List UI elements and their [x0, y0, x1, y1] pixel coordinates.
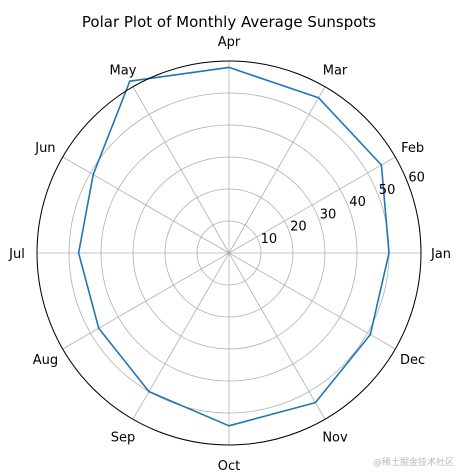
watermark: @稀土掘金技术社区	[372, 458, 454, 468]
angle-label-nov: Nov	[322, 431, 348, 446]
series-line-0	[77, 66, 390, 427]
angle-label-aug: Aug	[33, 353, 58, 368]
angle-label-oct: Oct	[218, 459, 240, 472]
polar-frame	[36, 60, 422, 446]
radial-tick-30: 30	[320, 207, 337, 222]
angular-gridline-mar	[228, 86, 326, 254]
radial-tick-20: 20	[290, 220, 307, 235]
angle-label-mar: Mar	[323, 63, 348, 78]
series-layer	[77, 66, 390, 427]
angular-gridline-feb	[228, 156, 396, 254]
radial-tick-40: 40	[349, 195, 366, 210]
angle-label-sep: Sep	[111, 431, 136, 446]
angle-label-apr: Apr	[218, 35, 241, 50]
radial-tick-labels: 10 20 30 40 50 60	[261, 171, 425, 247]
chart-title: Polar Plot of Monthly Average Sunspots	[82, 13, 376, 31]
angular-gridline-may	[132, 86, 230, 254]
radial-tick-10: 10	[261, 232, 278, 247]
angular-gridline-jun	[62, 156, 230, 254]
angle-label-jun: Jun	[34, 141, 55, 156]
angular-gridline-aug	[62, 252, 230, 350]
angular-gridline-dec	[228, 252, 396, 350]
angle-label-may: May	[110, 63, 137, 78]
angular-grid	[37, 61, 421, 445]
radial-tick-50: 50	[379, 183, 396, 198]
angle-label-jul: Jul	[8, 247, 25, 262]
angle-label-dec: Dec	[400, 353, 425, 368]
angular-gridline-sep	[132, 252, 230, 420]
angle-label-jan: Jan	[430, 247, 451, 262]
radial-tick-60: 60	[408, 171, 425, 186]
angle-label-feb: Feb	[401, 141, 424, 156]
angular-gridline-nov	[228, 252, 326, 420]
angle-tick-labels: Jan Feb Mar Apr May Jun Jul Aug Sep Oct Nov Dec	[8, 35, 451, 472]
